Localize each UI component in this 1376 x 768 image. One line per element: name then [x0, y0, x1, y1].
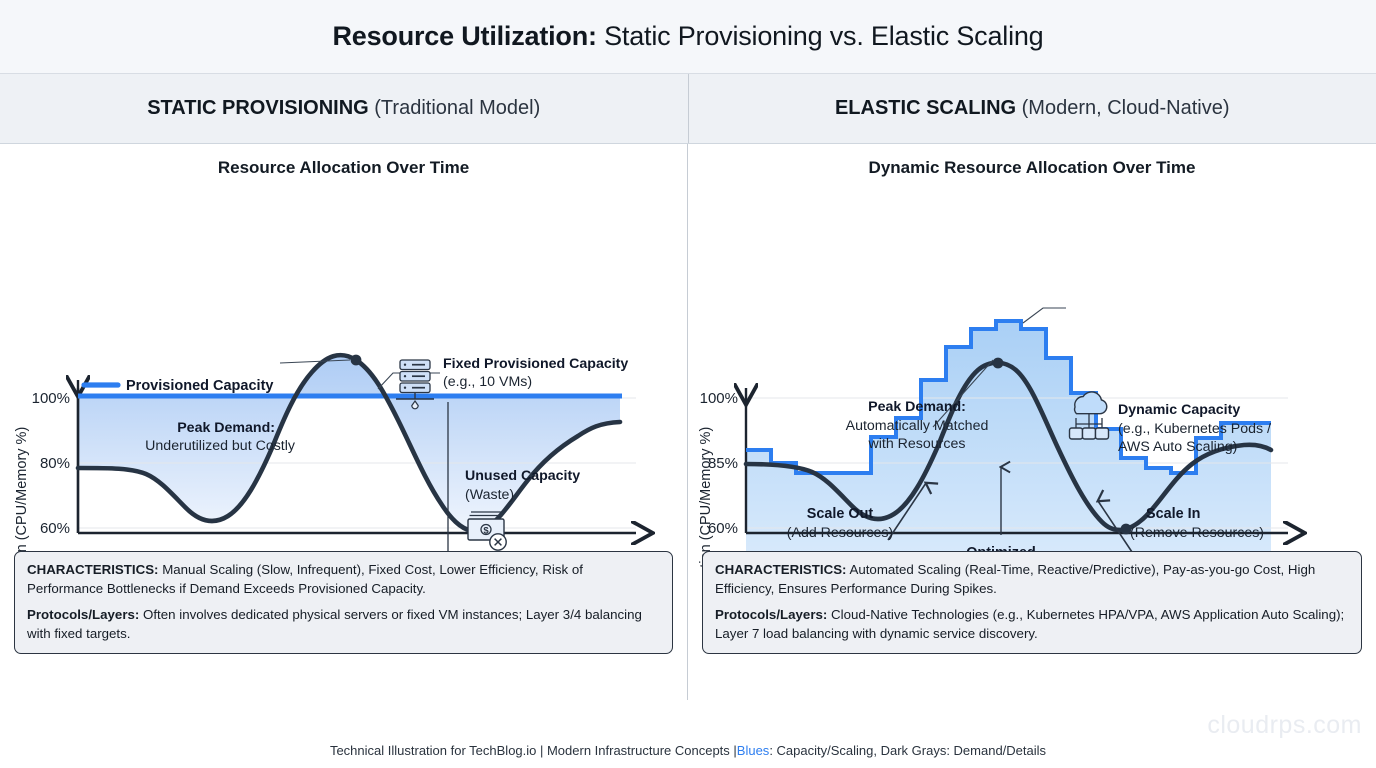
left-ytick-2: 60% — [40, 520, 70, 537]
annotation-unused-capacity-title: Unused Capacity — [465, 468, 580, 484]
right-annotation-scalein-sub: (Remove Resources) — [1130, 525, 1264, 541]
page-title-bold: Resource Utilization: — [332, 21, 597, 51]
right-annotation-peak-demand: Peak Demand: Automatically Matched with … — [846, 359, 994, 452]
right-characteristics-label: CHARACTERISTICS: — [715, 561, 847, 577]
left-chart-title: Resource Allocation Over Time — [217, 158, 470, 177]
annotation-fixed-capacity-sub: (e.g., 10 VMs) — [443, 374, 532, 390]
annotation-fixed-capacity: Fixed Provisioned Capacity (e.g., 10 VMs… — [377, 356, 628, 410]
page-title-bar: Resource Utilization: Static Provisionin… — [0, 0, 1376, 74]
panels-container: Resource Allocation Over Time — [0, 144, 1376, 759]
annotation-fixed-capacity-title: Fixed Provisioned Capacity — [443, 356, 628, 372]
right-annotation-scaleout-sub: (Add Resources) — [787, 525, 893, 541]
right-ytick-1: 85% — [708, 455, 738, 472]
money-waste-icon: $ — [467, 511, 507, 551]
annotation-unused-capacity-sub: (Waste) — [465, 487, 514, 503]
left-characteristics-line: CHARACTERISTICS: Manual Scaling (Slow, I… — [27, 560, 660, 599]
page-title: Resource Utilization: Static Provisionin… — [332, 21, 1043, 52]
panel-elastic-scaling: Dynamic Resource Allocation Over Time — [688, 144, 1376, 759]
right-peak-demand-marker — [992, 357, 1004, 369]
annotation-unused-capacity: Unused Capacity (Waste) $ — [448, 402, 580, 562]
right-ytick-2: 60% — [708, 520, 738, 537]
right-annotation-dynamic-sub1: (e.g., Kubernetes Pods / — [1118, 421, 1271, 437]
server-icon — [396, 359, 434, 410]
right-annotation-scalein-title: Scale In — [1146, 506, 1200, 522]
left-characteristics-text: Manual Scaling (Slow, Infrequent), Fixed… — [27, 561, 583, 597]
left-legend-provisioned-label: Provisioned Capacity — [126, 378, 273, 394]
cloud-nodes-icon — [1068, 391, 1110, 440]
left-ytick-1: 80% — [40, 455, 70, 472]
left-legend-provisioned: Provisioned Capacity — [81, 378, 273, 394]
footer-blue-word: Blues — [736, 742, 770, 758]
left-axes — [78, 380, 636, 533]
right-axes — [746, 388, 1288, 533]
right-characteristics-line: CHARACTERISTICS: Automated Scaling (Real… — [715, 560, 1349, 599]
footer: Technical Illustration for TechBlog.io |… — [0, 732, 1376, 768]
column-header-static-rest: (Traditional Model) — [368, 97, 541, 119]
column-headers: STATIC PROVISIONING (Traditional Model) … — [0, 74, 1376, 144]
page-title-rest: Static Provisioning vs. Elastic Scaling — [596, 21, 1044, 51]
right-protocols-label: Protocols/Layers: — [715, 606, 828, 622]
panel-static-provisioning: Resource Allocation Over Time — [0, 144, 688, 759]
right-annotation-peak-title: Peak Demand: — [868, 399, 966, 415]
left-chart: 100% 80% 60% 40% 20% Resource Utilizatio… — [0, 180, 688, 759]
column-header-elastic: ELASTIC SCALING (Modern, Cloud-Native) — [689, 74, 1376, 143]
right-characteristics-text: Automated Scaling (Real-Time, Reactive/P… — [715, 561, 1316, 597]
right-annotation-dynamic-sub2: AWS Auto Scaling) — [1118, 439, 1237, 455]
peak-demand-marker — [350, 354, 362, 366]
annotation-peak-demand-title: Peak Demand: — [177, 420, 275, 436]
right-annotation-scaleout-title: Scale Out — [807, 506, 874, 522]
left-protocols-text: Often involves dedicated physical server… — [27, 606, 642, 642]
column-header-elastic-bold: ELASTIC SCALING — [834, 97, 1017, 119]
right-actual-demand-curve — [743, 360, 1274, 533]
right-protocols-text: Cloud-Native Technologies (e.g., Kuberne… — [715, 606, 1345, 642]
annotation-peak-demand-sub: Underutilized but Costly — [145, 438, 296, 454]
annotation-peak-demand: Peak Demand: Underutilized but Costly — [145, 359, 351, 454]
column-header-static: STATIC PROVISIONING (Traditional Model) — [0, 74, 689, 143]
left-characteristics-box: CHARACTERISTICS: Manual Scaling (Slow, I… — [14, 550, 673, 654]
unused-capacity-fill — [78, 355, 620, 532]
right-annotation-scale-out: Scale Out (Add Resources) — [787, 483, 926, 541]
right-annotation-dynamic-capacity: Dynamic Capacity (e.g., Kubernetes Pods … — [1022, 307, 1271, 455]
left-protocols-label: Protocols/Layers: — [27, 606, 140, 622]
footer-text-before: Technical Illustration for TechBlog.io |… — [329, 742, 737, 758]
right-chart-title: Dynamic Resource Allocation Over Time — [868, 158, 1196, 177]
footer-text-after: : Capacity/Scaling, Dark Grays: Demand/D… — [769, 742, 1047, 758]
right-annotation-peak-sub1: Automatically Matched — [846, 418, 989, 434]
right-annotation-scale-in: Scale In (Remove Resources) — [1098, 501, 1264, 559]
elastic-capacity-step-line — [746, 319, 1271, 475]
svg-text:$: $ — [483, 526, 489, 537]
right-ytick-0: 100% — [700, 390, 738, 407]
left-ytick-0: 100% — [32, 390, 70, 407]
right-characteristics-box: CHARACTERISTICS: Automated Scaling (Real… — [702, 550, 1362, 654]
right-chart: 100% 85% 60% 40% 20% Resource Utilizatio… — [688, 180, 1376, 759]
column-header-elastic-rest: (Modern, Cloud-Native) — [1016, 97, 1230, 119]
right-annotation-dynamic-title: Dynamic Capacity — [1118, 402, 1240, 418]
right-annotation-peak-sub2: with Resources — [868, 436, 966, 452]
left-characteristics-label: CHARACTERISTICS: — [27, 561, 159, 577]
right-protocols-line: Protocols/Layers: Cloud-Native Technolog… — [715, 605, 1349, 644]
column-header-static-bold: STATIC PROVISIONING — [147, 97, 369, 119]
right-low-demand-marker — [1120, 523, 1132, 535]
left-protocols-line: Protocols/Layers: Often involves dedicat… — [27, 605, 660, 644]
